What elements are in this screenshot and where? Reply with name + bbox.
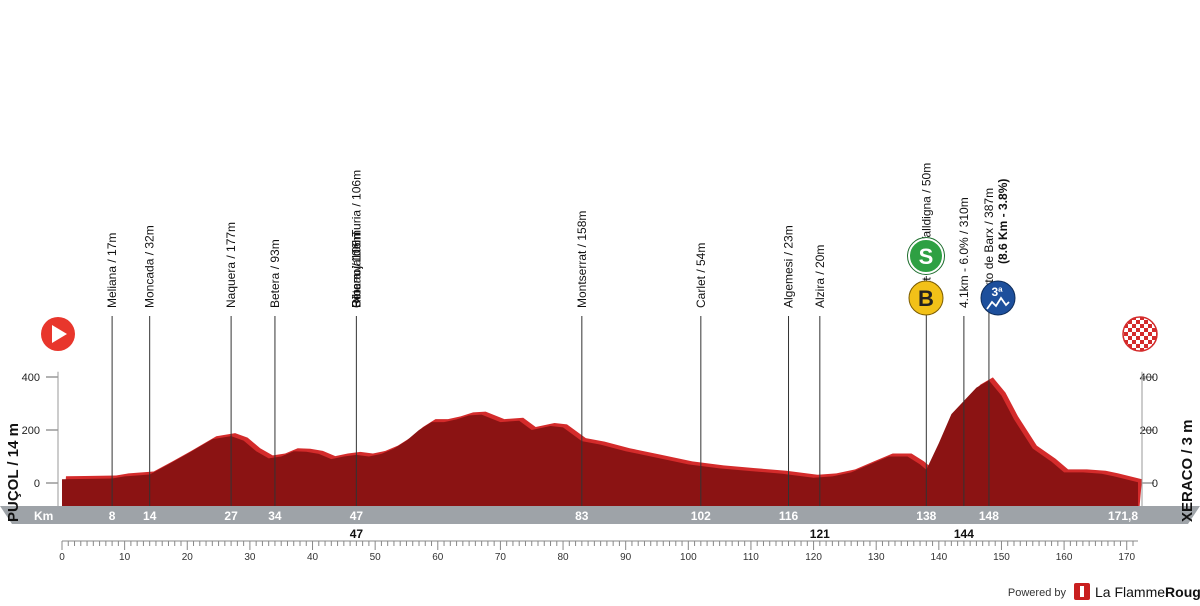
x-tick-label-100: 100: [680, 552, 697, 563]
x-tick-label-170: 170: [1118, 552, 1135, 563]
km-bar-shape: [0, 506, 1200, 524]
km-bar: Km: [0, 506, 1200, 524]
y-label-right-200: 200: [1140, 425, 1158, 437]
x-tick-label-160: 160: [1056, 552, 1073, 563]
x-tick-label-0: 0: [59, 552, 65, 563]
km-marker-47: 47: [350, 509, 364, 523]
km-marker-low-144: 144: [954, 527, 974, 541]
km-marker-148: 148: [979, 509, 999, 523]
x-tick-label-30: 30: [244, 552, 256, 563]
waypoint-label-8: Carlet / 54m: [694, 243, 708, 308]
x-tick-label-150: 150: [993, 552, 1010, 563]
flame-logo-icon: [1074, 583, 1090, 600]
mountain-icon: [986, 296, 1010, 310]
km-axis-label: Km: [34, 509, 53, 523]
waypoint-sublabel-13: (8.6 Km - 3.8%): [996, 179, 1010, 264]
y-label-left-0: 0: [34, 478, 40, 490]
brand: Powered by La FlammeRouge: [1008, 583, 1200, 600]
sprint-marker: S: [907, 237, 945, 275]
km-marker-27: 27: [224, 509, 238, 523]
km-marker-low-47: 47: [350, 527, 364, 541]
brand-name: La FlammeRouge: [1095, 584, 1200, 600]
km-marker-34: 34: [268, 509, 282, 523]
x-tick-label-40: 40: [307, 552, 319, 563]
km-marker-116: 116: [779, 509, 799, 523]
finish-flag-icon: [1122, 316, 1158, 352]
km-marker-14: 14: [143, 509, 157, 523]
x-tick-label-130: 130: [868, 552, 885, 563]
brand-name-part1: La Flamme: [1095, 584, 1165, 600]
waypoint-label-10: Alzira / 20m: [813, 245, 827, 308]
x-tick-label-90: 90: [620, 552, 632, 563]
waypoint-label-9: Algemesi / 23m: [782, 225, 796, 308]
waypoint-label-7: Montserrat / 158m: [575, 211, 589, 308]
x-tick-label-80: 80: [557, 552, 569, 563]
finish-label: XERACO / 3 m: [1179, 419, 1196, 522]
distance-ruler: 0 10 20 30 40 50 60 70 80 90 100 110 120 130 140 150 160…: [59, 540, 1138, 563]
x-tick-label-10: 10: [119, 552, 131, 563]
km-markers-top: 8 14 27 34 47 83 102 116 138 148 171,8: [109, 509, 1139, 523]
waypoint-label-3: Betera / 93m: [268, 239, 282, 308]
x-tick-label-110: 110: [743, 552, 759, 563]
start-icon: [41, 317, 75, 351]
profile-area: [62, 380, 1138, 524]
y-label-right-400: 400: [1140, 372, 1158, 384]
y-label-left-400: 400: [22, 372, 40, 384]
km-markers-bottom: 47 121 144: [350, 527, 975, 541]
x-tick-label-140: 140: [930, 552, 947, 563]
waypoint-label-13: Puerto de Barx / 387m: [982, 188, 996, 308]
x-tick-label-20: 20: [182, 552, 194, 563]
profile-layer: [62, 377, 1142, 524]
x-tick-label-60: 60: [432, 552, 444, 563]
waypoint-label-2: Naquera / 177m: [224, 222, 238, 308]
waypoint-label-12: 4.1km - 6.0% / 310m: [957, 197, 971, 308]
powered-by-text: Powered by: [1008, 587, 1067, 599]
x-tick-label-120: 120: [805, 552, 822, 563]
km-marker-171,8: 171,8: [1108, 509, 1138, 523]
km-marker-138: 138: [916, 509, 936, 523]
km-marker-8: 8: [109, 509, 116, 523]
km-marker-low-121: 121: [810, 527, 830, 541]
start-label: PUÇOL / 14 m: [5, 423, 22, 522]
waypoint-label-1: Moncada / 32m: [143, 225, 157, 308]
bonus-marker: B: [908, 280, 944, 316]
brand-name-part2: Rouge: [1165, 584, 1200, 600]
waypoint-label-0: Meliana / 17m: [105, 233, 119, 308]
bonus-marker-label: B: [918, 286, 934, 311]
y-label-right-0: 0: [1152, 478, 1158, 490]
waypoint-layer: Meliana / 17m Moncada / 32m Naquera / 177m…: [105, 163, 1010, 524]
sprint-marker-label: S: [919, 244, 934, 269]
x-tick-label-50: 50: [370, 552, 382, 563]
waypoint-label-6: Ribarroja del Turia / 106m: [349, 170, 363, 308]
km-marker-83: 83: [575, 509, 589, 523]
y-label-left-200: 200: [22, 425, 40, 437]
y-axis-right: 0 200 400: [1140, 371, 1158, 513]
x-tick-label-70: 70: [495, 552, 507, 563]
waypoint-label-5: Bétera / 106m: [349, 233, 363, 308]
waypoint-label-4: Olocau / 106m: [349, 230, 363, 308]
climb-category-label: 3ª: [991, 285, 1003, 299]
km-marker-102: 102: [691, 509, 711, 523]
y-axis-left: 0 200 400: [22, 371, 59, 513]
climb-category-marker: 3ª: [980, 280, 1016, 316]
